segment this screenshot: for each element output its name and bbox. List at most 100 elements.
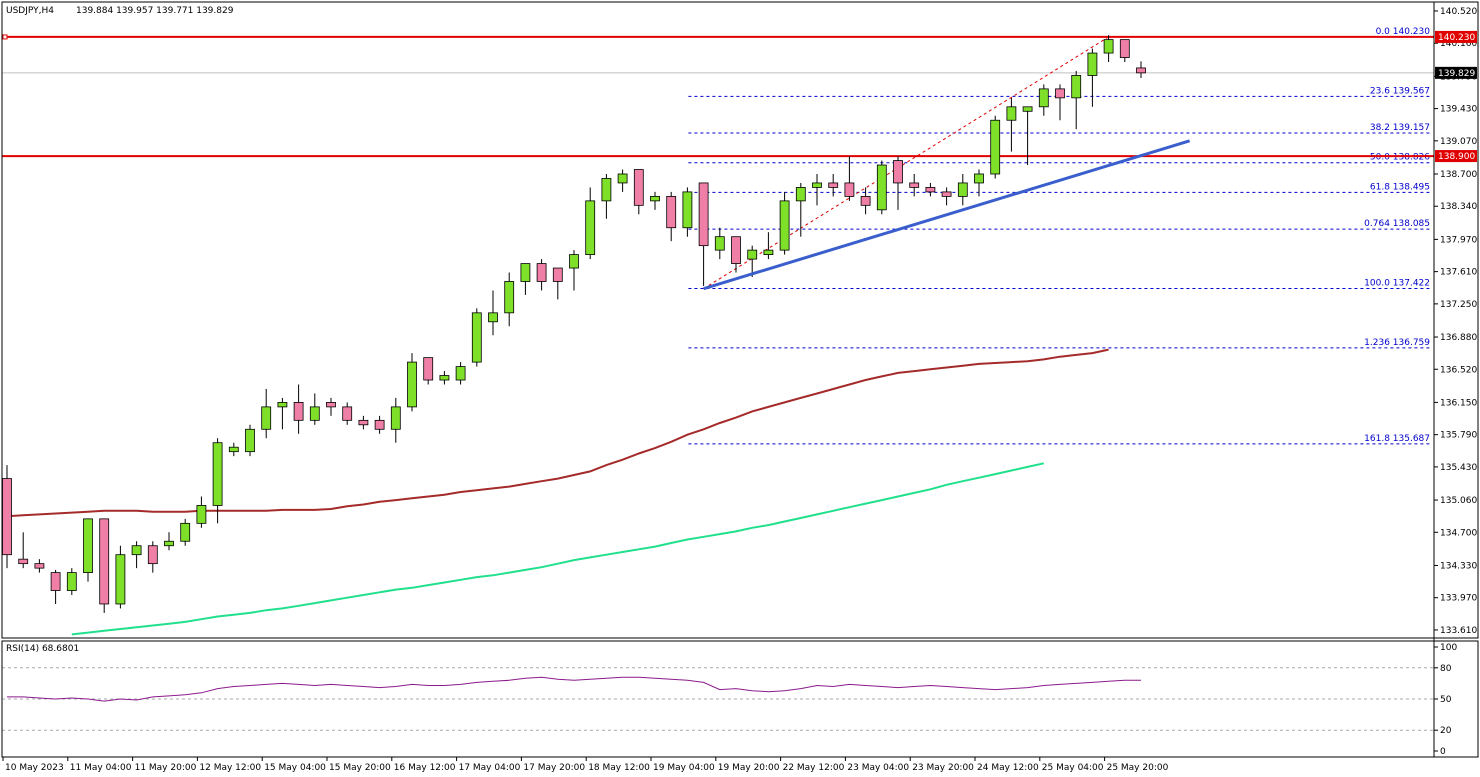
candle-body bbox=[1136, 67, 1146, 74]
candle-body bbox=[1022, 106, 1033, 112]
symbol-label: USDJPY,H4 bbox=[6, 6, 54, 16]
time-tick-label: 11 May 04:00 bbox=[70, 763, 132, 773]
candle-body bbox=[309, 406, 320, 421]
candle-body bbox=[1006, 106, 1017, 121]
candle-body bbox=[714, 236, 725, 251]
candle-body bbox=[779, 200, 790, 251]
fib-level-label: 61.8 138.495 bbox=[1370, 182, 1430, 192]
time-tick-label: 18 May 12:00 bbox=[588, 763, 650, 773]
time-tick-label: 11 May 20:00 bbox=[135, 763, 197, 773]
fib-level-label: 23.6 139.567 bbox=[1370, 86, 1430, 96]
candle-body bbox=[1119, 39, 1130, 58]
ohlc-readout: 139.884 139.957 139.771 139.829 bbox=[76, 6, 234, 16]
candle-body bbox=[488, 312, 498, 323]
candle-body bbox=[909, 182, 920, 188]
candle-body bbox=[698, 182, 709, 247]
price-tick-label: 133.970 bbox=[1440, 594, 1477, 604]
candle-body bbox=[536, 263, 547, 282]
rsi-tick-label: 0 bbox=[1440, 747, 1446, 757]
candle-body bbox=[196, 505, 207, 524]
price-tick-label: 136.150 bbox=[1440, 398, 1477, 408]
price-panel-frame bbox=[1, 1, 1479, 639]
candle-body bbox=[18, 558, 29, 565]
time-tick-label: 17 May 20:00 bbox=[523, 763, 585, 773]
level-price-box bbox=[1435, 30, 1477, 43]
time-tick-label: 15 May 20:00 bbox=[329, 763, 391, 773]
candle-body bbox=[115, 554, 126, 605]
time-tick-label: 19 May 20:00 bbox=[718, 763, 780, 773]
candle-body bbox=[990, 119, 1001, 175]
candle-body bbox=[1103, 39, 1114, 54]
candle-body bbox=[747, 249, 758, 260]
fib-anchor-diagonal bbox=[703, 36, 1109, 290]
candle-body bbox=[245, 428, 255, 453]
price-tick-label: 137.970 bbox=[1440, 235, 1477, 245]
candle-body bbox=[860, 195, 871, 206]
candle-body bbox=[812, 182, 822, 188]
candle-body bbox=[731, 236, 741, 264]
time-tick-label: 12 May 12:00 bbox=[199, 763, 261, 773]
candle-body bbox=[666, 195, 677, 229]
candle-body bbox=[617, 173, 628, 184]
candle-body bbox=[974, 173, 984, 184]
rsi-panel-frame bbox=[1, 640, 1479, 758]
price-tick-label: 137.250 bbox=[1440, 300, 1477, 310]
candle-body bbox=[390, 406, 401, 430]
candle-body bbox=[893, 160, 903, 184]
level-price-label: 140.230 bbox=[1438, 33, 1475, 43]
candle-body bbox=[423, 357, 434, 381]
fib-level-label: 0.764 138.085 bbox=[1364, 219, 1430, 229]
candle-body bbox=[828, 182, 839, 188]
level-anchor-marker bbox=[2, 34, 8, 40]
candles bbox=[2, 35, 1146, 613]
candle-body bbox=[164, 540, 174, 547]
time-tick-label: 25 May 20:00 bbox=[1107, 763, 1169, 773]
candle-body bbox=[552, 267, 563, 282]
price-tick-label: 139.430 bbox=[1440, 105, 1477, 115]
candle-body bbox=[504, 281, 515, 314]
candle-body bbox=[1038, 88, 1049, 108]
candle-body bbox=[147, 545, 158, 565]
candle-body bbox=[407, 361, 417, 408]
price-tick-label: 135.790 bbox=[1440, 431, 1477, 441]
price-tick-label: 135.060 bbox=[1440, 496, 1477, 506]
candle-body bbox=[941, 191, 952, 197]
fib-level-label: 50.0 138.826 bbox=[1370, 153, 1430, 163]
candle-body bbox=[180, 522, 191, 542]
candle-body bbox=[50, 572, 61, 591]
candle-body bbox=[876, 164, 887, 211]
candle-body bbox=[795, 187, 806, 202]
candle-body bbox=[358, 419, 369, 426]
price-tick-label: 138.700 bbox=[1440, 170, 1477, 180]
candle-body bbox=[439, 375, 450, 381]
candle-body bbox=[471, 312, 482, 363]
fib-level-label: 38.2 139.157 bbox=[1370, 123, 1430, 133]
current-price-box bbox=[1435, 66, 1477, 79]
candle-body bbox=[957, 182, 968, 197]
fib-level-label: 161.8 135.687 bbox=[1364, 434, 1430, 444]
price-tick-label: 136.520 bbox=[1440, 365, 1477, 375]
candle-body bbox=[2, 478, 12, 556]
fibonacci-levels: 0.0 140.230 23.6 139.567 38.2 139.157 50.0 … bbox=[688, 27, 1432, 445]
candle-body bbox=[342, 406, 353, 421]
time-tick-label: 23 May 04:00 bbox=[847, 763, 909, 773]
rising-trendline bbox=[703, 139, 1191, 291]
level-price-box bbox=[1435, 150, 1477, 163]
candle-body bbox=[99, 518, 110, 605]
candle-body bbox=[34, 563, 45, 569]
candle-body bbox=[1087, 52, 1098, 76]
price-tick-label: 138.340 bbox=[1440, 202, 1477, 212]
candle-body bbox=[374, 419, 385, 430]
price-panel: 0.0 140.230 23.6 139.567 38.2 139.157 50.0 … bbox=[2, 27, 1434, 636]
time-tick-label: 19 May 04:00 bbox=[653, 763, 715, 773]
rsi-panel bbox=[2, 667, 1434, 731]
rsi-tick-label: 50 bbox=[1440, 695, 1452, 705]
time-tick-label: 25 May 04:00 bbox=[1042, 763, 1104, 773]
time-tick-label: 15 May 04:00 bbox=[264, 763, 326, 773]
rsi-tick-label: 100 bbox=[1440, 643, 1457, 653]
rsi-line bbox=[7, 676, 1141, 702]
current-price-label: 139.829 bbox=[1438, 69, 1475, 79]
candle-body bbox=[925, 187, 936, 193]
candle-body bbox=[763, 249, 774, 256]
